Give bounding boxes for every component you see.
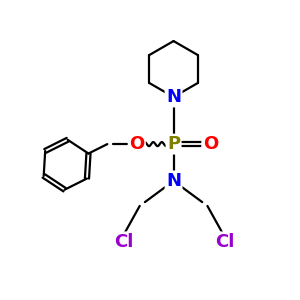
Text: P: P bbox=[167, 135, 180, 153]
Text: Cl: Cl bbox=[114, 233, 133, 251]
Text: O: O bbox=[203, 135, 218, 153]
Text: N: N bbox=[166, 88, 181, 106]
Text: O: O bbox=[129, 135, 144, 153]
Text: N: N bbox=[166, 172, 181, 190]
Text: Cl: Cl bbox=[215, 233, 235, 251]
